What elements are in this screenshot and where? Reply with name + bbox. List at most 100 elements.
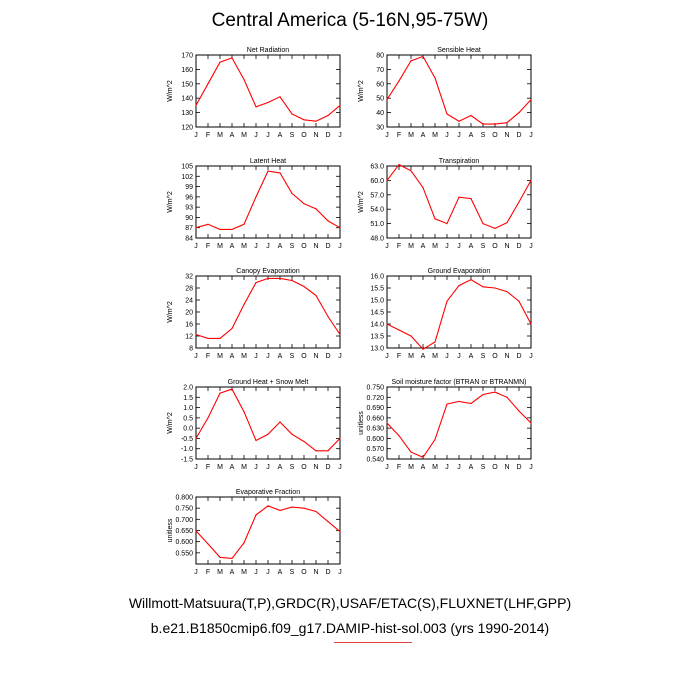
data-point <box>327 520 329 523</box>
x-tick-label: D <box>516 464 521 471</box>
x-tick-label: J <box>457 464 461 471</box>
x-tick-label: N <box>313 243 318 250</box>
data-point <box>219 392 221 394</box>
data-point <box>231 228 233 231</box>
y-tick-label: 0.650 <box>175 528 193 535</box>
y-tick-label: 32 <box>185 274 193 281</box>
data-point <box>207 417 209 419</box>
data-point <box>386 179 388 181</box>
data-point <box>398 435 400 437</box>
data-point <box>446 300 448 302</box>
y-axis-label: W/m^2 <box>167 412 174 434</box>
series-line <box>195 277 341 339</box>
x-tick-label: J <box>194 569 198 576</box>
data-point <box>482 123 484 125</box>
x-tick-label: J <box>266 243 270 250</box>
chart-panel-7: Ground Heat + Snow Melt W/m^2 -1.5 -1.0 -0.5… <box>167 379 342 471</box>
x-tick-label: J <box>385 132 389 139</box>
data-point <box>195 227 197 229</box>
x-tick-label: J <box>529 132 533 139</box>
data-point <box>410 335 412 337</box>
y-tick-label: 0.690 <box>366 405 384 412</box>
series-line <box>195 57 341 122</box>
data-point <box>434 77 436 79</box>
x-tick-label: J <box>529 353 533 360</box>
data-point <box>291 506 293 508</box>
data-point <box>494 123 496 125</box>
plot-frame <box>386 275 532 349</box>
x-tick-label: O <box>301 464 307 471</box>
x-tick-label: M <box>408 353 414 360</box>
x-tick-label: M <box>241 569 247 576</box>
panel-title: Evaporative Fraction <box>236 489 300 496</box>
x-tick-label: D <box>325 243 330 250</box>
data-point <box>410 170 412 172</box>
x-tick-label: J <box>445 243 449 250</box>
x-tick-label: A <box>278 569 283 576</box>
y-axis-label: W/m^2 <box>167 301 174 323</box>
y-tick-label: -1.5 <box>181 457 193 464</box>
data-point <box>470 114 472 117</box>
data-point <box>195 333 197 336</box>
data-point <box>315 294 317 297</box>
data-point <box>267 170 269 172</box>
y-tick-label: 15.0 <box>370 298 384 305</box>
x-tick-label: J <box>457 243 461 250</box>
data-point <box>243 542 245 544</box>
x-tick-label: J <box>445 132 449 139</box>
x-tick-label: J <box>194 243 198 250</box>
data-point <box>458 196 460 198</box>
series-line <box>386 278 532 350</box>
x-tick-label: D <box>516 353 521 360</box>
y-tick-label: 170 <box>181 53 193 60</box>
x-tick-label: D <box>516 243 521 250</box>
x-tick-label: M <box>408 132 414 139</box>
chart-panel-4: Transpiration W/m^2 48.0 51.0 54.0 57.0 60.0 63… <box>358 158 533 250</box>
x-tick-label: A <box>421 243 426 250</box>
data-point <box>518 410 520 412</box>
y-axis-label: W/m^2 <box>358 80 365 102</box>
x-tick-label: A <box>230 243 235 250</box>
data-point <box>422 348 424 350</box>
x-tick-label: J <box>254 569 258 576</box>
x-tick-label: F <box>397 353 401 360</box>
data-point <box>446 113 448 115</box>
x-tick-label: F <box>206 353 210 360</box>
y-tick-label: 1.5 <box>183 395 193 402</box>
data-point <box>291 433 293 435</box>
x-tick-label: N <box>313 464 318 471</box>
data-point <box>339 333 341 336</box>
y-tick-label: 40 <box>376 110 384 117</box>
data-point <box>219 228 221 231</box>
y-tick-label: 15.5 <box>370 286 384 293</box>
data-point <box>255 514 257 516</box>
data-point <box>267 433 269 435</box>
x-tick-label: O <box>301 243 307 250</box>
x-tick-label: M <box>241 464 247 471</box>
data-point <box>327 315 329 318</box>
y-tick-label: 84 <box>185 236 193 243</box>
panel-title: Soil moisture factor (BTRAN or BTRANMN) <box>392 379 527 386</box>
x-tick-label: A <box>278 353 283 360</box>
x-tick-label: J <box>194 132 198 139</box>
y-tick-label: 28 <box>185 286 193 293</box>
data-point <box>195 437 197 440</box>
x-tick-label: J <box>254 132 258 139</box>
y-tick-label: 24 <box>185 298 193 305</box>
y-axis-label: W/m^2 <box>167 80 174 102</box>
data-point <box>398 80 400 82</box>
data-point <box>303 203 305 205</box>
data-point <box>458 120 460 122</box>
data-point <box>506 291 508 293</box>
x-tick-label: J <box>266 132 270 139</box>
x-tick-label: J <box>266 353 270 360</box>
y-tick-label: 0.550 <box>175 550 193 557</box>
data-point <box>231 57 233 59</box>
data-point <box>494 391 496 393</box>
y-axis-label: W/m^2 <box>167 191 174 213</box>
x-tick-label: A <box>421 464 426 471</box>
y-tick-label: 102 <box>181 174 193 181</box>
series-line <box>386 163 532 230</box>
